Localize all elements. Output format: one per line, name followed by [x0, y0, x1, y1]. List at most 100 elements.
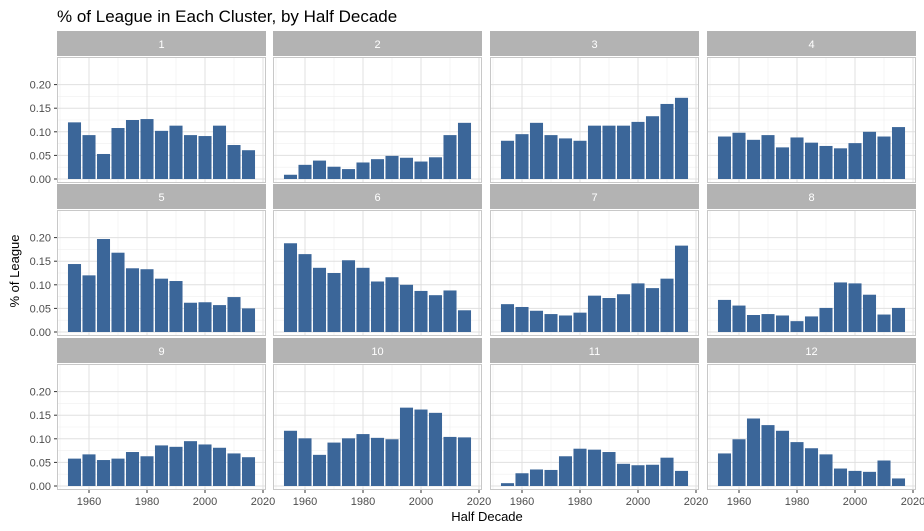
bar: [457, 122, 472, 179]
bar: [819, 454, 833, 486]
x-tick-label: 1980: [351, 496, 375, 508]
bar: [732, 439, 746, 486]
bar: [544, 314, 558, 332]
facet-strip-label: 5: [158, 192, 164, 204]
bar: [227, 453, 241, 486]
bar: [399, 157, 414, 179]
bar: [819, 145, 833, 179]
bar: [298, 438, 312, 486]
bar: [500, 483, 515, 486]
facet-panel: 2: [273, 31, 482, 183]
bar: [717, 136, 732, 179]
facet-strip-label: 1: [158, 39, 164, 51]
bar: [746, 315, 761, 332]
y-tick-label: 0.10: [30, 280, 51, 292]
facet-panel: 8: [707, 184, 916, 336]
bar: [67, 458, 82, 486]
bar: [775, 147, 790, 179]
bar: [385, 277, 399, 332]
bar: [283, 430, 298, 486]
bar: [631, 465, 645, 486]
bar: [298, 164, 312, 179]
facet-strip-label: 3: [591, 39, 597, 51]
bar: [616, 294, 631, 332]
x-tick-label: 1960: [510, 496, 534, 508]
x-tick-label: 2000: [193, 496, 217, 508]
bar: [631, 283, 645, 332]
facet-panel: 6: [273, 184, 482, 336]
bar: [717, 453, 732, 486]
bar: [370, 437, 385, 486]
panel-border: [57, 364, 266, 490]
bar: [674, 97, 689, 179]
bar: [645, 288, 660, 332]
y-tick-label: 0.15: [30, 410, 51, 422]
bar: [848, 143, 862, 179]
bar: [111, 458, 125, 486]
bar: [631, 121, 645, 179]
chart-title: % of League in Each Cluster, by Half Dec…: [57, 7, 397, 26]
bar: [212, 447, 227, 486]
bar: [82, 135, 96, 179]
bar: [862, 131, 877, 179]
bar: [169, 446, 183, 486]
bar: [775, 430, 790, 486]
facet-strip: [273, 184, 482, 209]
x-tick-label: 2020: [467, 496, 491, 508]
bar: [891, 127, 906, 179]
bar: [645, 464, 660, 486]
bar: [775, 315, 790, 332]
bar: [198, 302, 212, 332]
bar: [761, 135, 775, 179]
bar: [804, 448, 819, 486]
bar: [833, 282, 848, 332]
bar: [457, 437, 472, 486]
bar: [891, 478, 906, 486]
y-tick-label: 0.10: [30, 127, 51, 139]
bar: [660, 457, 674, 486]
y-tick-label: 0.05: [30, 457, 51, 469]
facet-strip-label: 10: [371, 346, 383, 358]
x-tick-label: 2000: [843, 496, 867, 508]
facet-strip: [707, 184, 916, 209]
bar: [544, 135, 558, 179]
bar: [414, 161, 428, 179]
bar: [414, 290, 428, 332]
facet-strip: [707, 338, 916, 363]
bar: [877, 460, 891, 486]
bar: [790, 442, 804, 486]
bar: [125, 268, 140, 332]
bar: [356, 434, 370, 486]
bar: [312, 267, 327, 332]
bar: [833, 468, 848, 486]
bar: [732, 132, 746, 179]
y-tick-label: 0.20: [30, 387, 51, 399]
bar: [746, 139, 761, 179]
bar: [877, 314, 891, 332]
bar: [183, 441, 198, 486]
bar: [140, 119, 154, 179]
bar: [602, 452, 616, 486]
bar: [212, 125, 227, 179]
bar: [819, 307, 833, 332]
y-tick-label: 0.10: [30, 434, 51, 446]
bar: [283, 243, 298, 332]
bar: [212, 305, 227, 332]
bar: [877, 136, 891, 179]
bar: [515, 134, 529, 179]
bar: [428, 295, 443, 332]
y-tick-label: 0.00: [30, 481, 51, 493]
bar: [732, 305, 746, 332]
bar: [154, 130, 169, 179]
bar: [457, 310, 472, 332]
bar: [587, 125, 602, 179]
facet-strip-label: 11: [589, 346, 600, 358]
panel-border: [490, 210, 699, 336]
x-tick-label: 2000: [409, 496, 433, 508]
bar: [356, 162, 370, 179]
bar: [385, 155, 399, 179]
bar: [198, 444, 212, 486]
facet-strip: [490, 184, 699, 209]
panel-border: [273, 210, 482, 336]
panel-border: [57, 210, 266, 336]
